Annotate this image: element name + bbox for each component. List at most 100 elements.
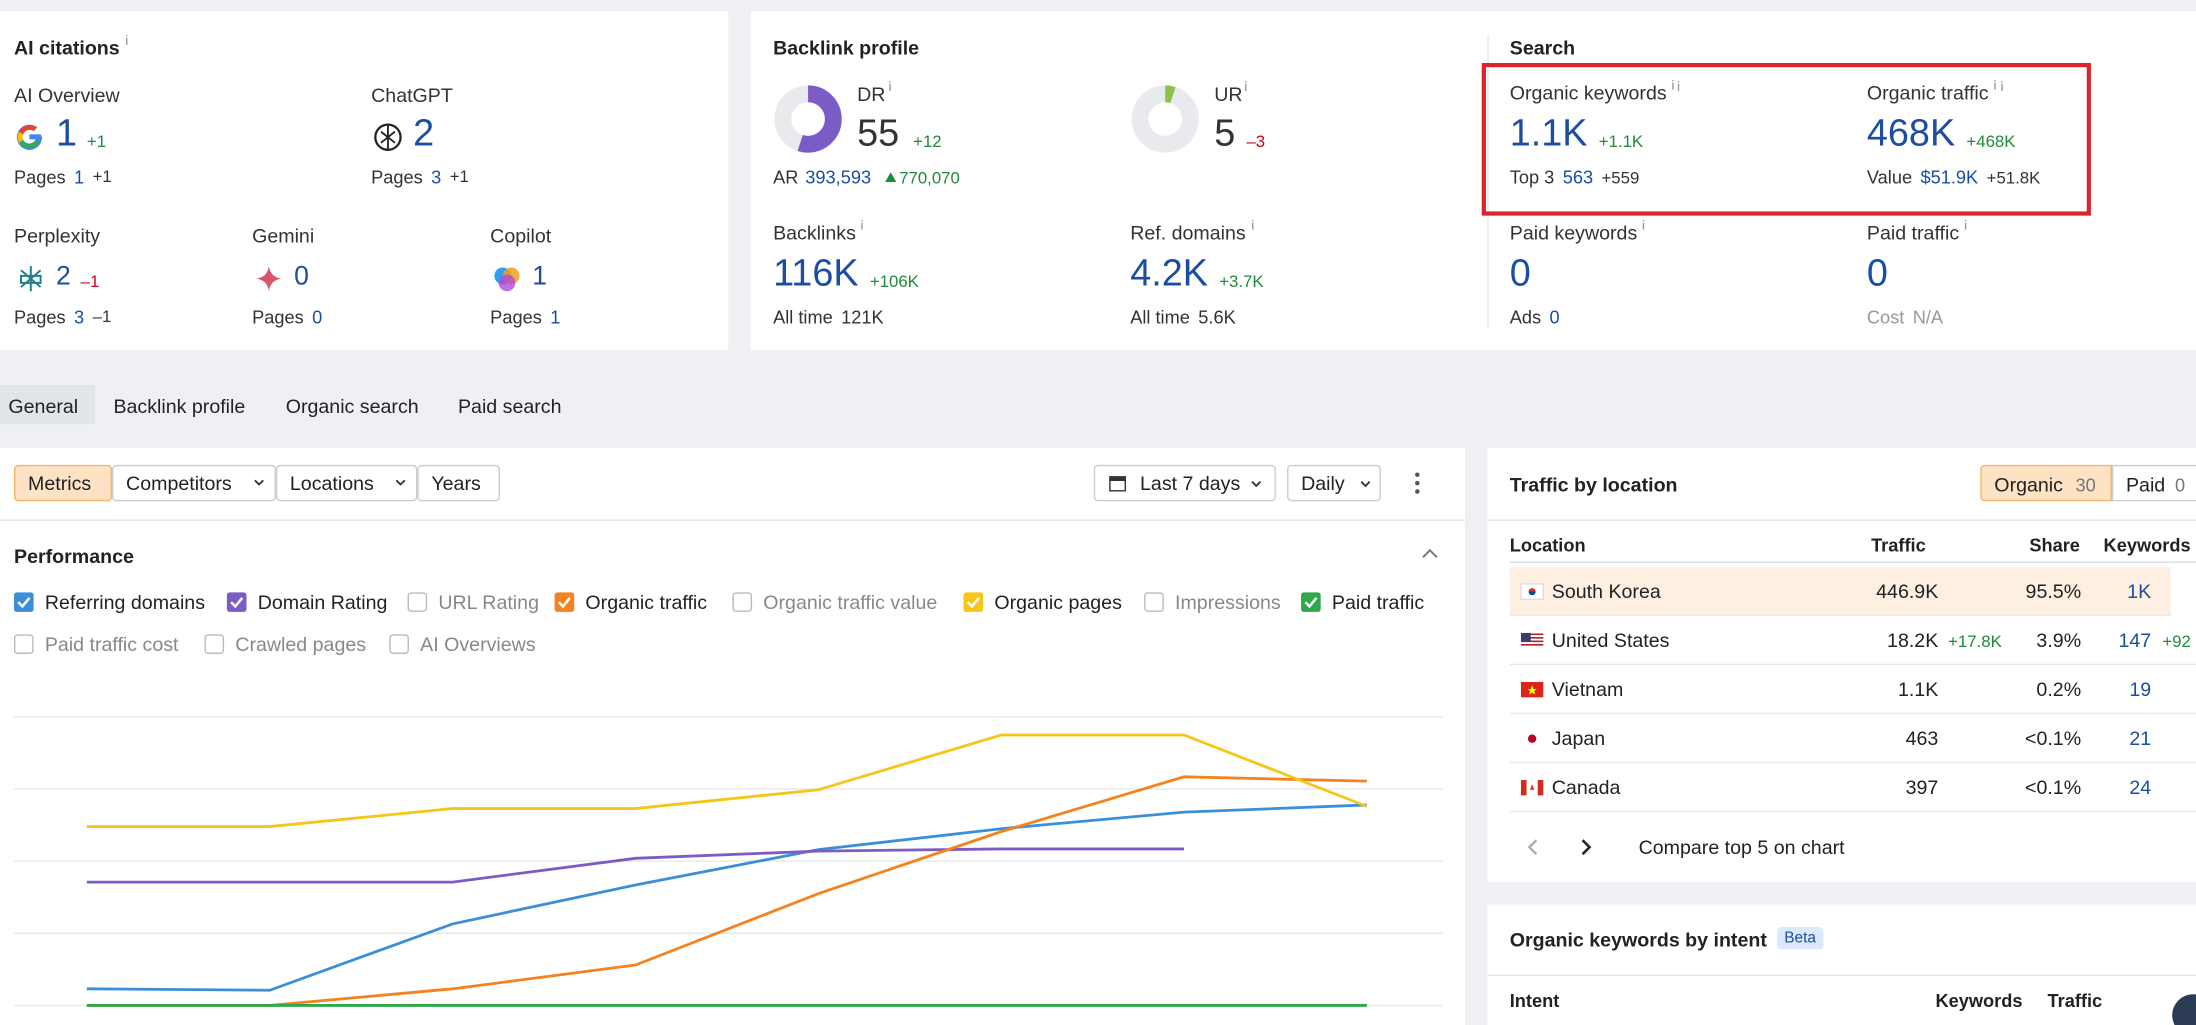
metric-value: 1.1K [1510, 112, 1588, 155]
flag [1521, 682, 1543, 697]
legend-checkbox[interactable] [227, 592, 247, 612]
sub-label: All time [773, 307, 833, 328]
traffic: 18.2K [1887, 629, 1938, 651]
metric-change: +468K [1966, 132, 2015, 152]
legend-label: Referring domains [45, 591, 205, 613]
sub-value: 1 [550, 307, 560, 328]
divider [1510, 562, 2196, 563]
traffic: 446.9K [1876, 580, 1938, 602]
sub-change: +51.8K [1987, 168, 2041, 188]
metric-label: Ref. domains [1130, 221, 1246, 243]
sub-label: Pages [14, 307, 66, 328]
location-name: Vietnam [1552, 678, 1624, 700]
sub-label: All time [1130, 307, 1190, 328]
next-arrow[interactable] [1580, 839, 1591, 856]
button-text: Competitors [126, 472, 232, 494]
metric-value: 1 [56, 112, 77, 155]
checkbox-fill [227, 592, 247, 612]
checkbox-empty [733, 593, 751, 611]
table-row[interactable] [1510, 714, 2196, 763]
metric-value: 0 [1867, 252, 1888, 295]
card-title: Search [1510, 36, 1575, 58]
prev-arrow[interactable] [1528, 839, 1539, 856]
toolbar-button[interactable]: Years [417, 465, 500, 501]
sub-label: Value [1867, 167, 1912, 188]
sub-label: Pages [14, 167, 66, 188]
keywords[interactable]: 147 [2118, 629, 2151, 651]
checkbox-fill [964, 592, 984, 612]
keywords[interactable]: 21 [2129, 727, 2151, 749]
share: <0.1% [2025, 727, 2081, 749]
legend-checkbox[interactable] [732, 592, 752, 612]
column-header: Keywords [2104, 535, 2191, 556]
flag [1521, 780, 1543, 795]
metric-change: +1 [87, 132, 106, 152]
legend-checkbox[interactable] [389, 634, 409, 654]
legend-checkbox[interactable] [964, 592, 984, 612]
sub-value: 0 [312, 307, 322, 328]
metric-value: 468K [1867, 112, 1955, 155]
legend-label: Organic traffic value [763, 591, 937, 613]
sub-value: 563 [1563, 167, 1593, 188]
sub-value: 5.6K [1198, 307, 1235, 328]
chart [0, 0, 1465, 1025]
column-header: Keywords [1935, 990, 2022, 1011]
location-name: Japan [1552, 727, 1605, 749]
sub-change: +559 [1601, 168, 1639, 188]
metric-change: +1.1K [1599, 132, 1643, 152]
checkbox-empty [408, 593, 426, 611]
checkbox-empty [205, 635, 223, 653]
series-line [87, 805, 1367, 990]
series-line [87, 849, 1184, 882]
toolbar-button[interactable]: Metrics [14, 465, 112, 501]
button-text: Years [431, 472, 480, 494]
sub-label: Ads [1510, 307, 1541, 328]
toggle-count: 0 [2175, 475, 2185, 496]
panel-title: Traffic by location [1510, 473, 1678, 495]
legend-checkbox[interactable] [408, 592, 428, 612]
tab[interactable]: Organic search [286, 395, 419, 417]
sub-label: Pages [490, 307, 542, 328]
sub-label: Cost [1867, 307, 1904, 328]
metric-label: Gemini [252, 224, 314, 246]
legend-label: Paid traffic cost [45, 633, 179, 655]
compare-link[interactable]: Compare top 5 on chart [1639, 836, 1845, 858]
tab[interactable]: Backlink profile [113, 395, 245, 417]
legend-checkbox[interactable] [14, 634, 34, 654]
sub-label: Pages [371, 167, 423, 188]
flag [1521, 584, 1543, 599]
legend-checkbox[interactable] [1144, 592, 1164, 612]
legend-checkbox[interactable] [1301, 592, 1321, 612]
legend-checkbox[interactable] [14, 592, 34, 612]
sub-label: Top 3 [1510, 167, 1555, 188]
panel-title: Organic keywords by intent [1510, 928, 1767, 950]
sub-label: Pages [252, 307, 304, 328]
sub-value: N/A [1913, 307, 1943, 328]
legend-label: Organic traffic [585, 591, 707, 613]
keywords[interactable]: 24 [2129, 776, 2151, 798]
legend-label: Domain Rating [258, 591, 388, 613]
traffic: 1.1K [1898, 678, 1938, 700]
keywords[interactable]: 1K [2127, 580, 2151, 602]
keywords[interactable]: 19 [2129, 678, 2151, 700]
location-name: Canada [1552, 776, 1621, 798]
legend-label: AI Overviews [420, 633, 535, 655]
column-header: Share [2029, 535, 2080, 556]
legend-label: Impressions [1175, 591, 1281, 613]
beta-badge: Beta [1777, 927, 1823, 949]
legend-label: Crawled pages [235, 633, 366, 655]
legend-checkbox[interactable] [555, 592, 575, 612]
checkbox-empty [15, 635, 33, 653]
legend-checkbox[interactable] [204, 634, 224, 654]
metric-label: Backlinks [773, 221, 856, 243]
metric-value: 2 [413, 112, 434, 155]
provider-icon [371, 120, 405, 154]
metric-change: +106K [870, 272, 919, 292]
share: 95.5% [2026, 580, 2082, 602]
tab[interactable]: Paid search [458, 395, 562, 417]
legend-label: Organic pages [994, 591, 1122, 613]
tab[interactable]: General [8, 395, 78, 417]
column-header: Intent [1510, 990, 1560, 1011]
toolbar-button[interactable]: Competitors [112, 465, 276, 501]
